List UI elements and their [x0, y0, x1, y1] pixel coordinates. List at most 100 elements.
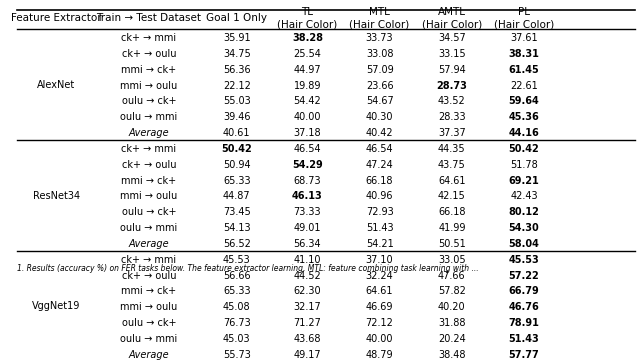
Text: ck+ → mmi: ck+ → mmi	[122, 33, 177, 43]
Text: Train → Test Dataset: Train → Test Dataset	[97, 13, 202, 23]
Text: 39.46: 39.46	[223, 112, 250, 122]
Text: 28.73: 28.73	[436, 81, 467, 90]
Text: ResNet34: ResNet34	[33, 191, 80, 201]
Text: 33.15: 33.15	[438, 49, 466, 59]
Text: 76.73: 76.73	[223, 318, 251, 328]
Text: 50.42: 50.42	[221, 144, 252, 154]
Text: ck+ → oulu: ck+ → oulu	[122, 49, 176, 59]
Text: 32.24: 32.24	[365, 270, 394, 281]
Text: 50.94: 50.94	[223, 160, 251, 170]
Text: 59.64: 59.64	[509, 97, 540, 106]
Text: 54.29: 54.29	[292, 160, 323, 170]
Text: 33.08: 33.08	[366, 49, 394, 59]
Text: 46.76: 46.76	[509, 302, 540, 312]
Text: 46.54: 46.54	[294, 144, 321, 154]
Text: 38.48: 38.48	[438, 350, 465, 360]
Text: 58.04: 58.04	[509, 239, 540, 249]
Text: 45.36: 45.36	[509, 112, 540, 122]
Text: 22.61: 22.61	[510, 81, 538, 90]
Text: 40.00: 40.00	[294, 112, 321, 122]
Text: 48.79: 48.79	[366, 350, 394, 360]
Text: 54.21: 54.21	[365, 239, 394, 249]
Text: 40.42: 40.42	[366, 128, 394, 138]
Text: 69.21: 69.21	[509, 176, 540, 185]
Text: 38.28: 38.28	[292, 33, 323, 43]
Text: 51.78: 51.78	[510, 160, 538, 170]
Text: 62.30: 62.30	[294, 286, 321, 296]
Text: 40.00: 40.00	[366, 334, 394, 344]
Text: 19.89: 19.89	[294, 81, 321, 90]
Text: Average: Average	[129, 239, 169, 249]
Text: 40.30: 40.30	[366, 112, 394, 122]
Text: 44.16: 44.16	[509, 128, 540, 138]
Text: oulu → mmi: oulu → mmi	[120, 112, 177, 122]
Text: Average: Average	[129, 350, 169, 360]
Text: 54.13: 54.13	[223, 223, 251, 233]
Text: 71.27: 71.27	[294, 318, 321, 328]
Text: 44.87: 44.87	[223, 191, 251, 201]
Text: oulu → ck+: oulu → ck+	[122, 97, 176, 106]
Text: 56.52: 56.52	[223, 239, 251, 249]
Text: 66.79: 66.79	[509, 286, 540, 296]
Text: TL
(Hair Color): TL (Hair Color)	[277, 8, 337, 29]
Text: 51.43: 51.43	[509, 334, 540, 344]
Text: 32.17: 32.17	[294, 302, 321, 312]
Text: 40.96: 40.96	[366, 191, 394, 201]
Text: 78.91: 78.91	[509, 318, 540, 328]
Text: 73.45: 73.45	[223, 207, 251, 217]
Text: 34.75: 34.75	[223, 49, 251, 59]
Text: 47.66: 47.66	[438, 270, 466, 281]
Text: 56.34: 56.34	[294, 239, 321, 249]
Text: 37.37: 37.37	[438, 128, 466, 138]
Text: mmi → oulu: mmi → oulu	[120, 81, 177, 90]
Text: AMTL
(Hair Color): AMTL (Hair Color)	[422, 8, 482, 29]
Text: 43.52: 43.52	[438, 97, 466, 106]
Text: 45.03: 45.03	[223, 334, 251, 344]
Text: MTL
(Hair Color): MTL (Hair Color)	[349, 8, 410, 29]
Text: 40.20: 40.20	[438, 302, 466, 312]
Text: 33.05: 33.05	[438, 255, 466, 265]
Text: ck+ → mmi: ck+ → mmi	[122, 144, 177, 154]
Text: 65.33: 65.33	[223, 176, 251, 185]
Text: Goal 1 Only: Goal 1 Only	[206, 13, 268, 23]
Text: ck+ → oulu: ck+ → oulu	[122, 160, 176, 170]
Text: 57.82: 57.82	[438, 286, 466, 296]
Text: 64.61: 64.61	[366, 286, 394, 296]
Text: 66.18: 66.18	[438, 207, 465, 217]
Text: 46.13: 46.13	[292, 191, 323, 201]
Text: 45.08: 45.08	[223, 302, 251, 312]
Text: 37.18: 37.18	[294, 128, 321, 138]
Text: 44.97: 44.97	[294, 65, 321, 75]
Text: 57.22: 57.22	[509, 270, 540, 281]
Text: 73.33: 73.33	[294, 207, 321, 217]
Text: 57.94: 57.94	[438, 65, 466, 75]
Text: ck+ → mmi: ck+ → mmi	[122, 255, 177, 265]
Text: 20.24: 20.24	[438, 334, 466, 344]
Text: 65.33: 65.33	[223, 286, 251, 296]
Text: VggNet19: VggNet19	[32, 301, 81, 311]
Text: 31.88: 31.88	[438, 318, 465, 328]
Text: 41.10: 41.10	[294, 255, 321, 265]
Text: 54.42: 54.42	[294, 97, 321, 106]
Text: 28.33: 28.33	[438, 112, 466, 122]
Text: 54.67: 54.67	[365, 97, 394, 106]
Text: 80.12: 80.12	[509, 207, 540, 217]
Text: mmi → ck+: mmi → ck+	[122, 65, 177, 75]
Text: oulu → ck+: oulu → ck+	[122, 207, 176, 217]
Text: 64.61: 64.61	[438, 176, 465, 185]
Text: 66.18: 66.18	[366, 176, 394, 185]
Text: 51.43: 51.43	[366, 223, 394, 233]
Text: mmi → oulu: mmi → oulu	[120, 302, 177, 312]
Text: oulu → mmi: oulu → mmi	[120, 223, 177, 233]
Text: 41.99: 41.99	[438, 223, 465, 233]
Text: ck+ → oulu: ck+ → oulu	[122, 270, 176, 281]
Text: 34.57: 34.57	[438, 33, 466, 43]
Text: 56.36: 56.36	[223, 65, 251, 75]
Text: 44.35: 44.35	[438, 144, 466, 154]
Text: 45.53: 45.53	[509, 255, 540, 265]
Text: 49.01: 49.01	[294, 223, 321, 233]
Text: AlexNet: AlexNet	[37, 80, 76, 90]
Text: 47.24: 47.24	[365, 160, 394, 170]
Text: oulu → ck+: oulu → ck+	[122, 318, 176, 328]
Text: 43.68: 43.68	[294, 334, 321, 344]
